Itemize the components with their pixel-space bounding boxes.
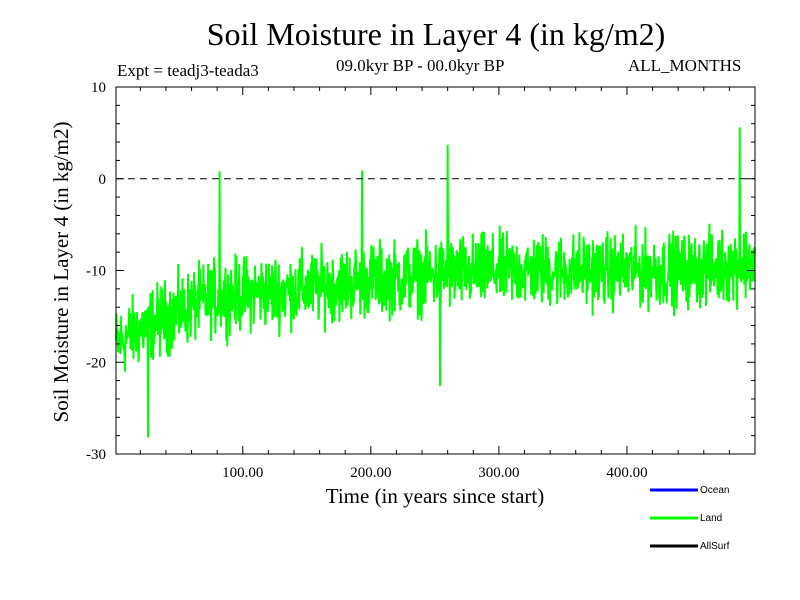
x-axis-label: Time (in years since start) [326,484,545,508]
series-land-line [115,127,756,438]
x-tick-label: 300.00 [478,465,519,481]
y-tick-label: -10 [86,264,106,280]
period-label: 09.0kyr BP - 00.0kyr BP [336,56,505,75]
land-series-line [115,127,756,438]
legend-label-ocean: Ocean [700,485,729,496]
y-tick-label: -20 [86,355,106,371]
x-tick-label: 400.00 [606,465,647,481]
legend-label-allsurf: AllSurf [700,541,730,552]
axis-ticks [116,86,755,455]
chart-title: Soil Moisture in Layer 4 (in kg/m2) [206,16,666,52]
legend: Ocean Land AllSurf [650,485,730,552]
y-tick-label: 10 [91,80,106,96]
months-label: ALL_MONTHS [628,56,742,75]
y-tick-label: 0 [99,172,107,188]
legend-label-land: Land [700,513,722,524]
y-tick-label: -30 [86,447,106,463]
axis-tick-labels: 100.00 200.00 300.00 400.00 -30 -20 -10 0 10 [86,80,648,481]
x-tick-label: 100.00 [222,465,263,481]
experiment-label: Expt = teadj3-teada3 [117,61,259,80]
y-axis-label: Soil Moisture in Layer 4 (in kg/m2) [49,122,73,423]
x-tick-label: 200.00 [350,465,391,481]
